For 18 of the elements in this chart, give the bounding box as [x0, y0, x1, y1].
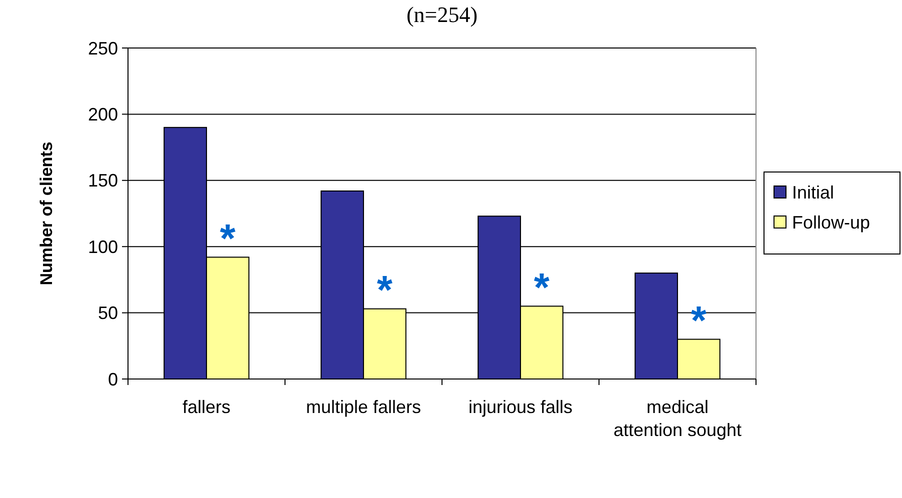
annotation: * — [376, 268, 393, 313]
x-tick-label: medical attention sought — [613, 397, 742, 440]
annotation: * — [690, 299, 707, 344]
x-tick-label: injurious falls — [468, 397, 573, 417]
y-tick-label: 0 — [108, 369, 118, 390]
y-axis-title: Number of clients — [37, 142, 56, 286]
x-tick-label: fallers — [182, 397, 231, 417]
chart-title: (n=254) — [406, 2, 478, 27]
y-tick-label: 250 — [88, 38, 118, 58]
y-tick-label: 200 — [88, 104, 118, 124]
annotation: * — [534, 266, 550, 310]
legend-label: Initial — [792, 182, 834, 202]
y-tick-label: 50 — [98, 303, 118, 324]
legend-label: Follow-up — [792, 212, 870, 232]
y-tick-label: 100 — [88, 236, 118, 257]
annotation: * — [220, 216, 236, 261]
y-tick-label: 150 — [88, 170, 118, 191]
x-tick-label: multiple fallers — [306, 397, 422, 417]
